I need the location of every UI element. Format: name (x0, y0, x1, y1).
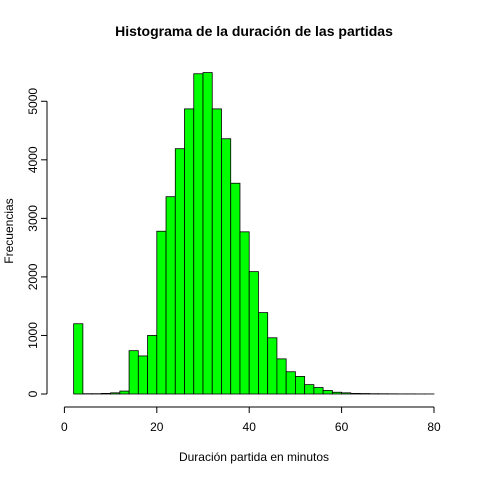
histogram-bar (350, 393, 361, 395)
histogram-bar (258, 312, 269, 395)
histogram-bar (184, 108, 195, 395)
histogram-bar (137, 355, 148, 395)
x-tick-label: 20 (150, 420, 164, 434)
histogram-bar (174, 148, 185, 395)
y-tick-label: 3000 (26, 205, 40, 232)
x-tick-label: 40 (243, 420, 257, 434)
y-tick-label: 2000 (26, 263, 40, 290)
histogram-bar (100, 393, 112, 395)
histogram-bar (202, 72, 213, 395)
histogram-bar (267, 337, 278, 395)
histogram-bar (248, 271, 259, 395)
histogram-bar (165, 196, 176, 395)
chart-title: Histograma de la duración de las partida… (115, 23, 393, 39)
histogram-bar (313, 387, 324, 395)
histogram-bar (119, 390, 130, 395)
y-tick-label: 1000 (26, 322, 40, 349)
y-axis: 0 1000 2000 3000 4000 5000 (26, 88, 48, 397)
x-tick-label: 60 (335, 420, 349, 434)
y-tick-label: 5000 (26, 88, 40, 115)
histogram-bar (221, 138, 232, 395)
histogram-bar (211, 108, 222, 395)
histogram-bar (156, 230, 167, 395)
histogram-bar (294, 376, 306, 395)
x-tick-label: 80 (427, 420, 441, 434)
histogram-bar (276, 358, 287, 395)
histogram-bar (331, 391, 342, 395)
histogram-bar (230, 182, 241, 395)
histogram-bar (285, 371, 296, 395)
x-axis-label: Duración partida en minutos (179, 450, 329, 464)
x-axis: 0 20 40 60 80 (61, 406, 441, 434)
histogram-bar (239, 231, 250, 395)
y-axis-label: Frecuencias (2, 198, 16, 263)
histogram-bar (193, 73, 204, 395)
histogram-bar (322, 390, 333, 395)
y-tick-label: 4000 (26, 146, 40, 173)
y-tick-label: 0 (26, 390, 40, 397)
histogram-bar (110, 392, 121, 395)
histogram-bar (128, 350, 139, 395)
x-tick-label: 0 (61, 420, 68, 434)
histogram-bar (304, 384, 315, 395)
histogram-bar (341, 392, 352, 395)
histogram-bar (73, 323, 84, 395)
bars (73, 72, 435, 395)
histogram-bar (147, 335, 158, 395)
